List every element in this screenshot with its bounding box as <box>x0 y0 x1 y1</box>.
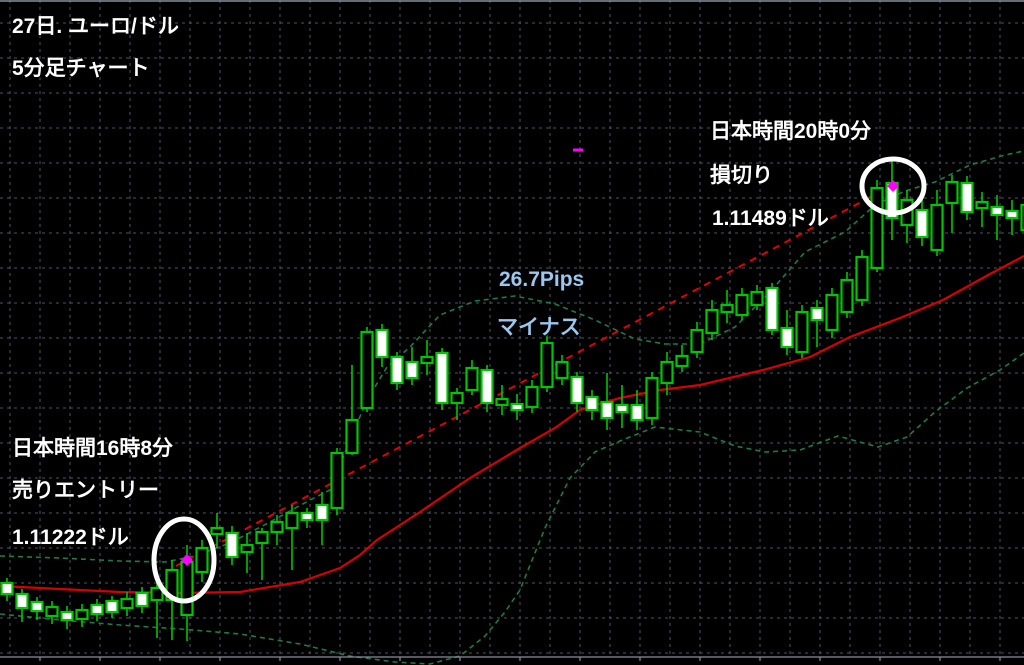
candle-body <box>990 205 1004 217</box>
candle-body <box>120 597 134 610</box>
candle-body <box>360 330 374 410</box>
candle-body <box>195 546 209 574</box>
candle-body <box>135 591 149 608</box>
candle-body <box>255 530 269 545</box>
candle-body <box>840 278 854 314</box>
candle-body <box>0 581 14 596</box>
entry-to-stop-trendline <box>175 182 898 567</box>
candle-body <box>105 599 119 614</box>
candle-body <box>315 503 329 522</box>
candle-body <box>975 200 989 210</box>
entry-annotation-label: 売りエントリー <box>12 479 159 502</box>
candle-body <box>675 354 689 368</box>
highlight-circle <box>859 156 927 216</box>
candle-body <box>90 603 104 616</box>
candle-body <box>180 560 194 617</box>
candle-body <box>240 543 254 554</box>
moving-average-line <box>0 255 1024 595</box>
candle-body <box>750 290 764 307</box>
candle-body <box>405 360 419 380</box>
trade-arrow-marker <box>887 180 899 192</box>
stop-annotation-label: 損切り <box>710 164 773 187</box>
candle-body <box>705 308 719 335</box>
candle-body <box>390 355 404 385</box>
candle-body <box>1020 203 1024 232</box>
candle-body <box>870 186 884 270</box>
entry-annotation-time: 日本時間16時8分 <box>12 437 174 460</box>
candle-body <box>615 403 629 414</box>
result-pips-label: 26.7Pips <box>499 268 585 291</box>
stop-annotation-time: 日本時間20時0分 <box>710 120 872 143</box>
candle-body <box>330 451 344 510</box>
candle-body <box>690 328 704 354</box>
chart-title-pair: 27日. ユーロ/ドル <box>12 15 179 38</box>
candle-body <box>630 403 644 422</box>
candle-body <box>765 286 779 332</box>
candle-body <box>540 341 554 389</box>
candle-body <box>570 375 584 405</box>
candle-body <box>720 303 734 314</box>
candle-body <box>810 306 824 322</box>
candle-body <box>480 368 494 405</box>
candle-body <box>75 608 89 621</box>
candle-body <box>1005 209 1019 220</box>
candle-body <box>465 366 479 392</box>
chart-title-timeframe: 5分足チャート <box>12 57 150 80</box>
trade-arrow-marker <box>181 554 193 566</box>
candle-body <box>930 203 944 252</box>
candle-body <box>60 610 74 622</box>
candle-body <box>915 208 929 239</box>
candle-body <box>45 605 59 618</box>
candle-body <box>270 520 284 534</box>
candle-body <box>285 511 299 530</box>
candle-body <box>735 293 749 317</box>
entry-annotation-price: 1.11222ドル <box>12 526 129 549</box>
candle-body <box>345 418 359 455</box>
candle-body <box>30 600 44 613</box>
bollinger-lower-band-line <box>0 352 1024 665</box>
candle-body <box>210 526 224 536</box>
stop-annotation-price: 1.11489ドル <box>712 207 829 230</box>
candle-body <box>960 181 974 214</box>
candle-body <box>150 586 164 602</box>
candle-body <box>795 310 809 354</box>
candle-body <box>945 180 959 205</box>
candle-body <box>15 592 29 610</box>
candle-body <box>600 400 614 420</box>
candle-body <box>825 293 839 332</box>
candle-body <box>525 385 539 409</box>
highlight-circle <box>151 516 217 604</box>
candle-body <box>555 360 569 380</box>
candle-body <box>450 391 464 405</box>
candle-body <box>645 376 659 420</box>
candle-body <box>585 395 599 412</box>
candle-body <box>420 355 434 365</box>
candle-body <box>495 397 509 407</box>
candle-body <box>300 511 314 522</box>
candle-body <box>510 402 524 412</box>
result-minus-label: マイナス <box>497 316 581 339</box>
candle-body <box>225 531 239 559</box>
candle-body <box>435 351 449 405</box>
candle-body <box>855 255 869 302</box>
candle-body <box>780 326 794 349</box>
candle-body <box>375 328 389 359</box>
candle-body <box>660 360 674 385</box>
magenta-dash-marker <box>573 148 583 152</box>
